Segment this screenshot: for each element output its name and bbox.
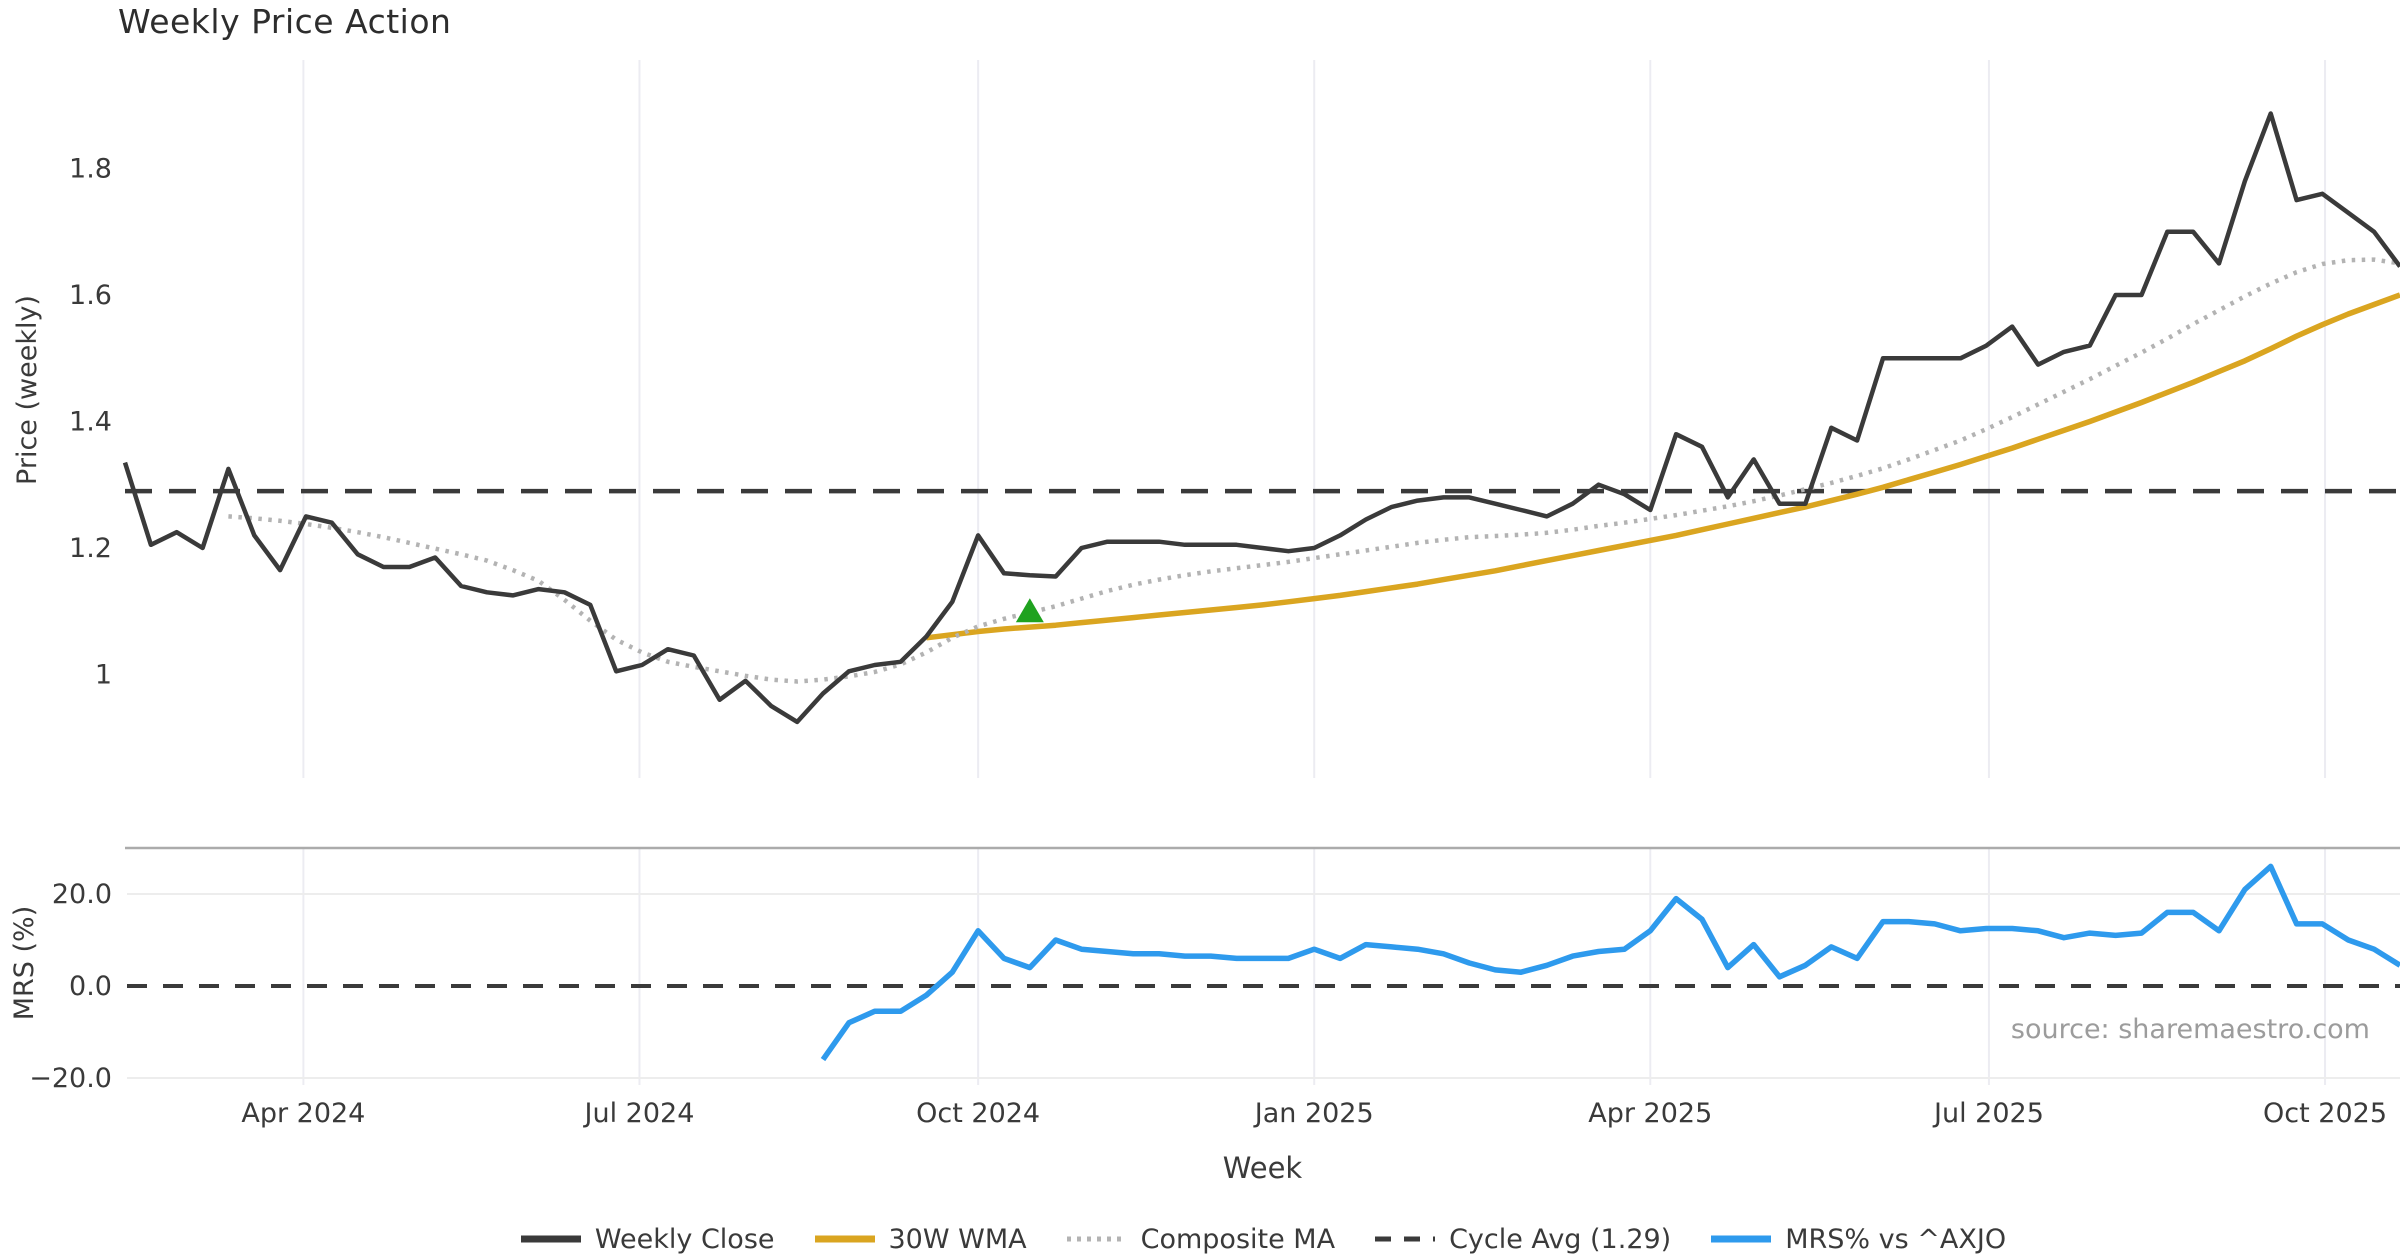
legend-item-weekly-close: Weekly Close xyxy=(519,1224,775,1255)
legend-item-label: 30W WMA xyxy=(888,1223,1027,1255)
x-axis-title: Week xyxy=(1223,1151,1303,1185)
mrs-ytick-label: −20.0 xyxy=(29,1063,112,1094)
mrs-panel xyxy=(127,863,2400,1062)
legend-item-composite-ma: Composite MA xyxy=(1065,1224,1335,1255)
legend-item-label: Weekly Close xyxy=(594,1223,775,1255)
xtick-label: Apr 2024 xyxy=(241,1098,365,1129)
mrs-swatch-icon xyxy=(1711,1235,1772,1243)
xtick-label: Jul 2024 xyxy=(583,1098,695,1129)
chart-title: Weekly Price Action xyxy=(118,2,452,41)
legend-item-mrs: MRS% vs ^AXJO xyxy=(1709,1224,2006,1255)
price-ytick-label: 1 xyxy=(95,660,112,691)
cycle-avg-swatch-icon xyxy=(1375,1236,1436,1242)
xtick-label: Oct 2024 xyxy=(916,1098,1040,1129)
mrs-ytick-label: 0.0 xyxy=(69,971,112,1002)
price-ytick-label: 1.6 xyxy=(69,280,112,311)
legend-item-label: Cycle Avg (1.29) xyxy=(1449,1223,1672,1255)
price-ytick-label: 1.2 xyxy=(69,533,112,564)
xtick-label: Oct 2025 xyxy=(2263,1098,2387,1129)
legend: Weekly Close 30W WMA Composite MA Cycle Avg… xyxy=(125,1216,2400,1260)
wma-30w-line xyxy=(926,292,2400,641)
mrs-line xyxy=(820,863,2400,1062)
xtick-label: Apr 2025 xyxy=(1588,1098,1712,1129)
axis-labels: 1.8 1.6 1.4 1.2 1 20.0 0.0 −20.0 Apr 2024 Jul 202… xyxy=(9,154,2387,1186)
composite-ma-line xyxy=(228,257,2400,684)
weekly-close-line xyxy=(122,111,2400,725)
legend-item-wma-30w: 30W WMA xyxy=(813,1224,1027,1255)
mrs-y-axis-title: MRS (%) xyxy=(9,906,40,1021)
xtick-label: Jan 2025 xyxy=(1253,1098,1374,1129)
wma-30w-swatch-icon xyxy=(814,1235,875,1243)
price-y-axis-title: Price (weekly) xyxy=(12,295,43,485)
price-panel xyxy=(122,111,2400,725)
weekly-close-swatch-icon xyxy=(520,1235,581,1243)
composite-ma-swatch-icon xyxy=(1066,1236,1127,1242)
xtick-label: Jul 2025 xyxy=(1932,1098,2044,1129)
price-ytick-label: 1.8 xyxy=(69,154,112,185)
legend-item-label: Composite MA xyxy=(1140,1223,1336,1255)
legend-item-label: MRS% vs ^AXJO xyxy=(1785,1223,2007,1255)
signal-triangle-marker xyxy=(1015,598,1044,623)
price-ytick-label: 1.4 xyxy=(69,407,112,438)
legend-item-cycle-avg: Cycle Avg (1.29) xyxy=(1373,1224,1671,1255)
gridlines xyxy=(127,60,2400,1085)
source-note: source: sharemaestro.com xyxy=(2010,1014,2370,1045)
mrs-ytick-label: 20.0 xyxy=(52,879,112,910)
